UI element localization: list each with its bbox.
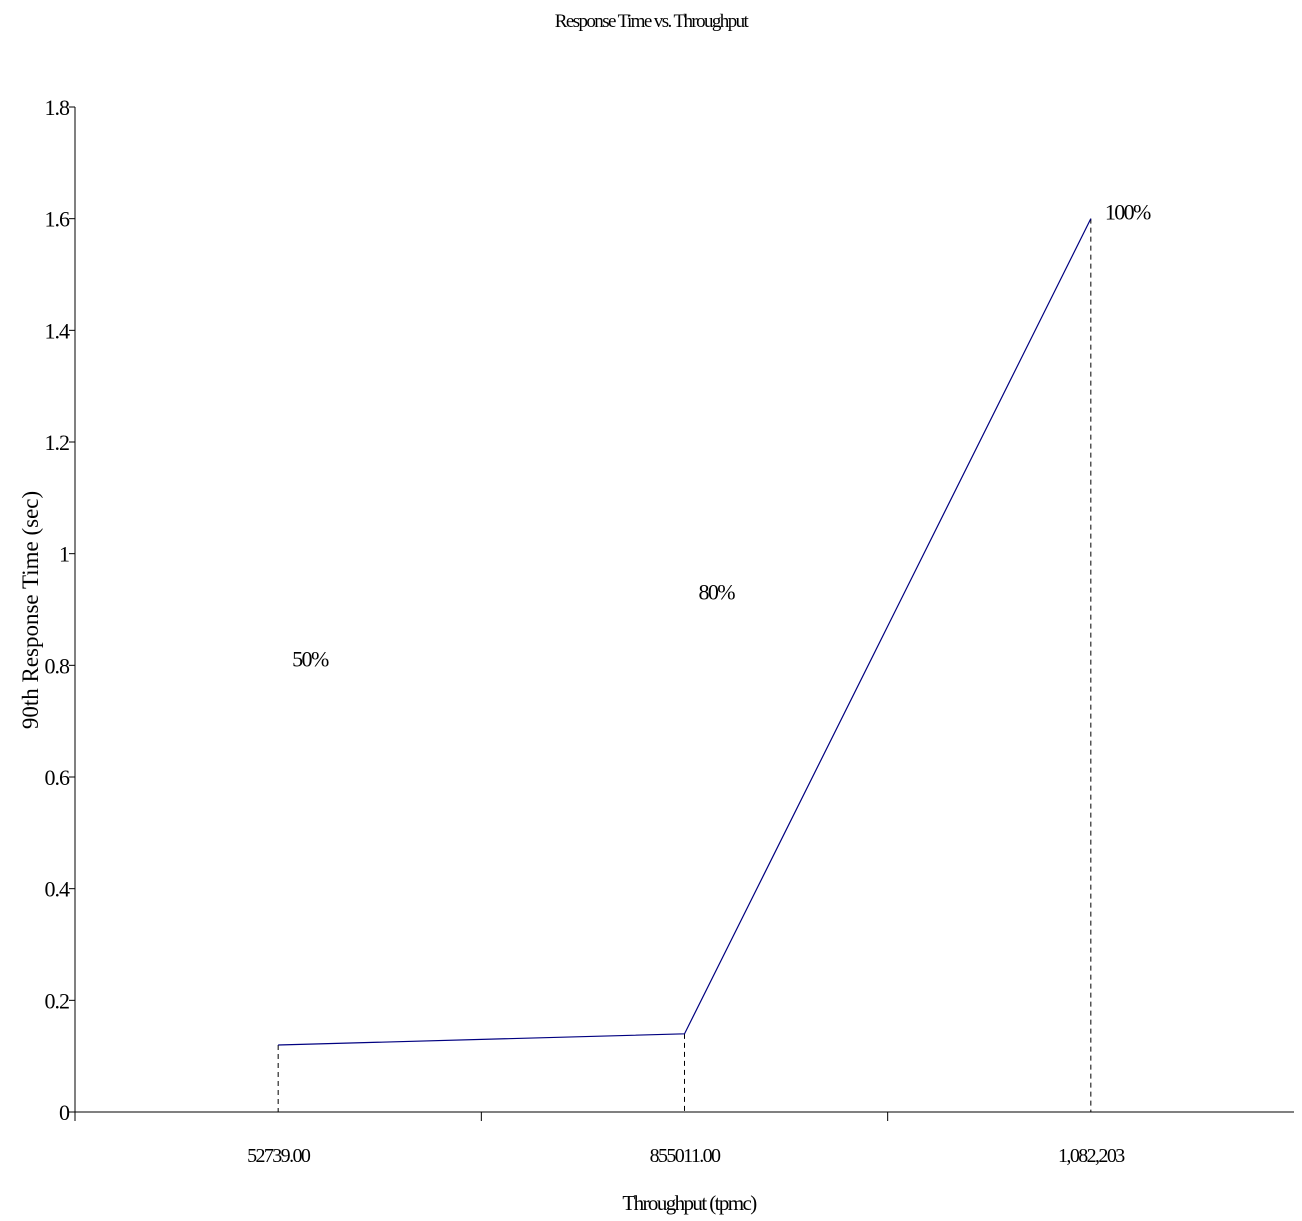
y-tick-label: 0.6 bbox=[45, 765, 71, 790]
y-tick-label: 1.6 bbox=[45, 207, 71, 232]
series-group bbox=[278, 218, 1092, 1046]
y-tick-label: 0.2 bbox=[45, 988, 70, 1013]
y-tick-label: 1 bbox=[59, 542, 69, 567]
data-label: 50% bbox=[292, 646, 329, 671]
x-tick-label: 855011.00 bbox=[650, 1145, 721, 1167]
data-label: 80% bbox=[699, 579, 736, 604]
y-tick-label: 0 bbox=[59, 1100, 70, 1125]
y-axis-label: 90th Response Time (sec) bbox=[18, 491, 43, 729]
x-axis-label: Throughput (tpmc) bbox=[622, 1191, 757, 1215]
series-line bbox=[278, 218, 1092, 1046]
point-labels: 50% 80% 100% bbox=[292, 200, 1152, 672]
y-tick-label: 1.4 bbox=[45, 318, 71, 343]
y-axis: 0 0.2 0.4 0.6 0.8 1 1.2 1.4 1.6 1.8 bbox=[45, 95, 76, 1125]
y-tick-label: 1.8 bbox=[45, 95, 71, 120]
x-axis: 52739.00 855011.00 1,082,203 bbox=[74, 1111, 1294, 1167]
chart-title: Response Time vs. Throughput bbox=[555, 11, 750, 32]
y-tick-label: 0.8 bbox=[45, 653, 71, 678]
data-label: 100% bbox=[1105, 200, 1151, 225]
drop-lines bbox=[277, 218, 1092, 1112]
x-tick-label: 1,082,203 bbox=[1058, 1145, 1125, 1167]
y-tick-label: 1.2 bbox=[45, 430, 70, 455]
y-tick-label: 0.4 bbox=[45, 877, 71, 902]
x-tick-label: 52739.00 bbox=[247, 1145, 311, 1167]
